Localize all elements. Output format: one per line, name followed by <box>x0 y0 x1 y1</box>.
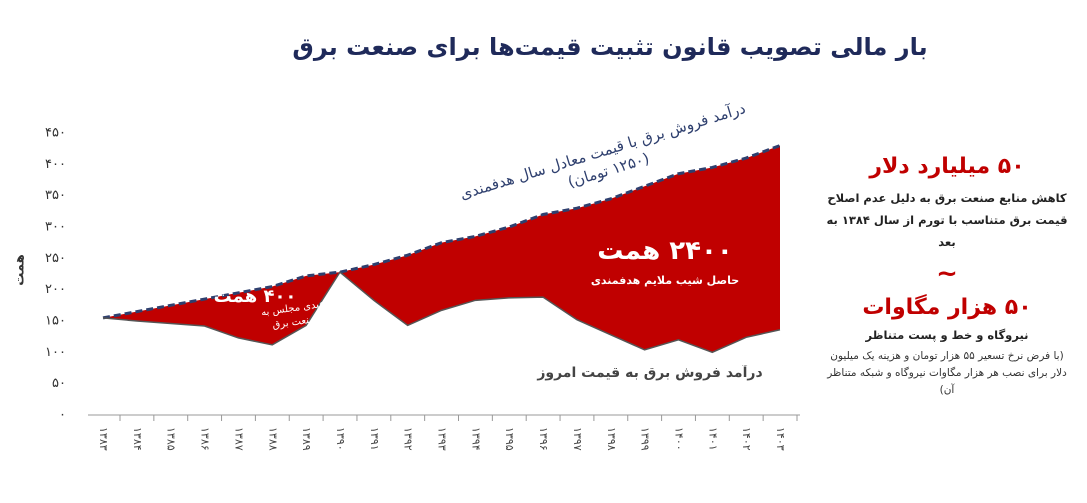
y-tick-label: ۴۵۰ <box>45 126 66 141</box>
approx: ~ <box>936 259 958 289</box>
x-tick-label: ۱۳۸۹ <box>300 427 313 451</box>
y-tick-label: ۴۰۰ <box>45 157 66 172</box>
x-tick-label: ۱۳۹۰ <box>334 427 347 451</box>
annotation-title-box: ۴۰۰ همت <box>213 286 297 307</box>
x-tick-label: ۱۳۸۶ <box>199 427 212 451</box>
x-tick-label: ۱۳۹۶ <box>537 427 550 451</box>
annotation-title: ۲۴۰۰ همت <box>597 236 733 266</box>
x-tick-label: ۱۳۹۲ <box>402 427 415 451</box>
series-label-box: درآمد فروش برق به قیمت امروز <box>537 365 763 381</box>
x-tick-label: ۱۳۸۷ <box>232 427 245 451</box>
target-line <box>102 144 781 320</box>
x-tick-label: ۱۴۰۱ <box>706 427 719 451</box>
x-tick-label: ۱۳۸۸ <box>266 427 279 451</box>
y-tick-label: ۳۰۰ <box>45 220 66 235</box>
x-tick-label: ۱۳۹۷ <box>571 427 584 451</box>
cost: ۵۰ میلیارد دلار <box>869 154 1025 179</box>
series-label: درآمد فروش برق به قیمت امروز <box>537 365 763 381</box>
x-tick-label: ۱۴۰۰ <box>672 427 685 451</box>
y-tick-label: ۲۰۰ <box>45 282 66 297</box>
chart-title: بار مالی تصویب قانون تثبیت قیمت‌ها برای … <box>292 33 927 61</box>
gap-area <box>103 145 780 353</box>
x-tick-label: ۱۳۹۳ <box>436 427 449 451</box>
annotation-title: ۴۰۰ همت <box>213 286 297 307</box>
y-tick-label: ۵۰ <box>52 376 66 391</box>
x-tick-label: ۱۳۸۵ <box>165 427 178 451</box>
y-tick-label: ۱۵۰ <box>45 314 66 329</box>
x-tick-label: ۱۳۹۱ <box>368 427 381 451</box>
y-tick-label: ۱۰۰ <box>45 345 66 360</box>
y-tick-label: ۳۵۰ <box>45 188 66 203</box>
x-tick-label: ۱۳۸۳ <box>97 427 110 451</box>
x-tick-label: ۱۳۸۴ <box>131 427 144 451</box>
annotation-text-box: حاصل شیب ملایم هدفمندی <box>590 274 740 287</box>
capacity: ۵۰ هزار مگاوات <box>862 295 1032 320</box>
note: (با فرض نرخ تسعیر ۵۵ هزار تومان و هزینه … <box>827 350 1067 396</box>
capacity-text: نیروگاه و خط و پست متناظر <box>865 328 1029 342</box>
y-tick-label: ۰ <box>59 408 66 423</box>
side-panel: ۵۰ میلیارد دلار کاهش منابع صنعت برق به د… <box>822 150 1072 399</box>
y-axis-label: همت <box>13 254 28 286</box>
x-tick-label: ۱۴۰۲ <box>740 427 753 451</box>
x-tick-label: ۱۴۰۳ <box>774 427 787 451</box>
x-tick-label: ۱۳۹۴ <box>469 427 482 451</box>
annotation-text: حاصل شیب ملایم هدفمندی <box>590 274 740 287</box>
x-tick-label: ۱۳۹۸ <box>605 427 618 451</box>
cost-text: کاهش منابع صنعت برق به دلیل عدم اصلاح قی… <box>826 191 1068 249</box>
annotation-title-box: ۲۴۰۰ همت <box>597 236 733 266</box>
x-tick-label: ۱۳۹۵ <box>503 427 516 451</box>
x-tick-label: ۱۳۹۹ <box>639 427 652 451</box>
y-tick-label: ۲۵۰ <box>45 251 66 266</box>
current-line <box>102 270 781 354</box>
